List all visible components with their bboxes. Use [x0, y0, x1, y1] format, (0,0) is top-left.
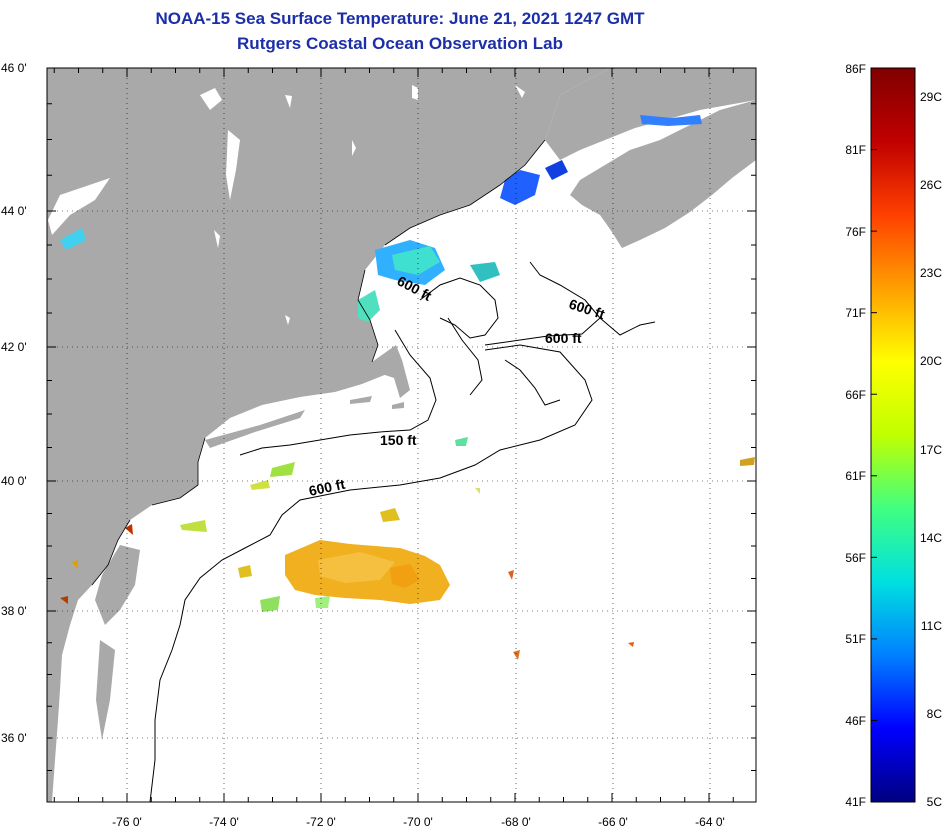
colorbar-label-f: 61F [845, 469, 866, 483]
colorbar-f-labels: 86F 81F 76F 71F 66F 61F 56F 51F 46F 41F [845, 62, 866, 809]
lon-label: -66 0' [598, 815, 628, 829]
colorbar-label-f: 71F [845, 306, 866, 320]
coastline [91, 139, 546, 586]
colorbar-label-f: 51F [845, 632, 866, 646]
land-cape-cod [372, 345, 410, 398]
contour-label: 600 ft [545, 330, 582, 346]
colorbar-label-f: 66F [845, 388, 866, 402]
contour-label: 150 ft [380, 432, 417, 448]
axis-ticks [47, 67, 756, 802]
lat-label: 42 0' [1, 340, 27, 354]
lat-label: 44 0' [1, 204, 27, 218]
depth-contours [149, 261, 656, 802]
lon-label: -74 0' [209, 815, 239, 829]
lakes [48, 85, 525, 325]
lon-label: -76 0' [112, 815, 142, 829]
colorbar-label-c: 5C [927, 795, 943, 809]
lat-label: 46 0' [1, 61, 27, 75]
map-subtitle: Rutgers Coastal Ocean Observation Lab [237, 34, 563, 53]
colorbar-label-f: 41F [845, 795, 866, 809]
lon-label: -72 0' [306, 815, 336, 829]
lat-label: 40 0' [1, 474, 27, 488]
colorbar-label-c: 14C [920, 531, 942, 545]
sst-patches [60, 115, 755, 660]
colorbar-label-c: 26C [920, 178, 942, 192]
colorbar-label-f: 46F [845, 714, 866, 728]
lon-label: -70 0' [403, 815, 433, 829]
map-title: NOAA-15 Sea Surface Temperature: June 21… [155, 9, 645, 28]
colorbar-label-c: 11C [921, 619, 942, 633]
lat-labels: 46 0' 44 0' 42 0' 40 0' 38 0' 36 0' [1, 61, 27, 745]
lat-label: 38 0' [1, 604, 27, 618]
land-long-island [205, 410, 305, 448]
land-delmarva [95, 545, 140, 740]
contour-label: 600 ft [307, 476, 346, 499]
colorbar-label-c: 8C [927, 707, 943, 721]
colorbar-c-labels: 29C 26C 23C 20C 17C 14C 11C 8C 5C [920, 90, 942, 809]
land-new-brunswick [545, 68, 756, 160]
map-frame [46, 67, 757, 803]
colorbar-label-f: 86F [845, 62, 866, 76]
lon-labels: -76 0' -74 0' -72 0' -70 0' -68 0' -66 0… [112, 815, 725, 829]
colorbar-label-c: 20C [920, 354, 942, 368]
land-us-mainland [47, 68, 610, 802]
colorbar-ticks [871, 67, 877, 803]
lat-label: 36 0' [1, 731, 27, 745]
land-islands [350, 396, 404, 409]
lon-label: -64 0' [695, 815, 725, 829]
colorbar-label-f: 76F [845, 225, 866, 239]
colorbar [870, 67, 916, 803]
colorbar-label-f: 56F [845, 551, 866, 565]
colorbar-label-c: 17C [920, 443, 942, 457]
colorbar-label-c: 29C [920, 90, 942, 104]
lon-label: -68 0' [501, 815, 531, 829]
colorbar-label-f: 81F [845, 143, 866, 157]
land-nova-scotia [570, 100, 756, 248]
colorbar-label-c: 23C [920, 266, 942, 280]
grid [47, 68, 756, 802]
